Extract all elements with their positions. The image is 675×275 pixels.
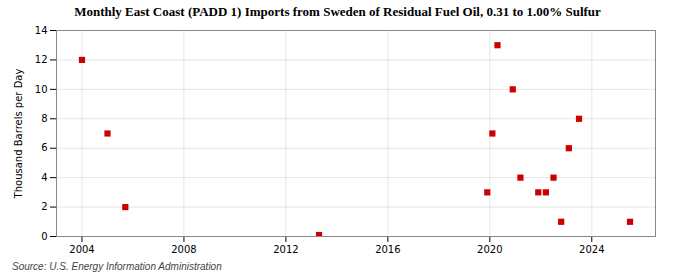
svg-text:2: 2: [41, 201, 47, 212]
svg-text:14: 14: [35, 25, 48, 36]
svg-text:2004: 2004: [69, 244, 94, 255]
svg-text:2012: 2012: [273, 244, 298, 255]
html-text:Monthly East Coast (PADD 1) Im: Monthly East Coast (PADD 1) Imports from…: [74, 4, 601, 19]
svg-text:4: 4: [41, 172, 47, 183]
svg-text:2016: 2016: [375, 244, 400, 255]
svg-text:2020: 2020: [477, 244, 502, 255]
svg-text:0: 0: [41, 231, 47, 242]
svg-text:2024: 2024: [579, 244, 604, 255]
svg-text:10: 10: [35, 84, 48, 95]
svg-text:6: 6: [41, 142, 47, 153]
svg-text:8: 8: [41, 113, 47, 124]
html-text:Source: U.S. Energy Informatio: Source: U.S. Energy Information Administ…: [12, 261, 222, 272]
svg-text:12: 12: [35, 54, 48, 65]
svg-text:2008: 2008: [171, 244, 196, 255]
svg-text:Thousand Barrels per Day: Thousand Barrels per Day: [13, 69, 24, 200]
